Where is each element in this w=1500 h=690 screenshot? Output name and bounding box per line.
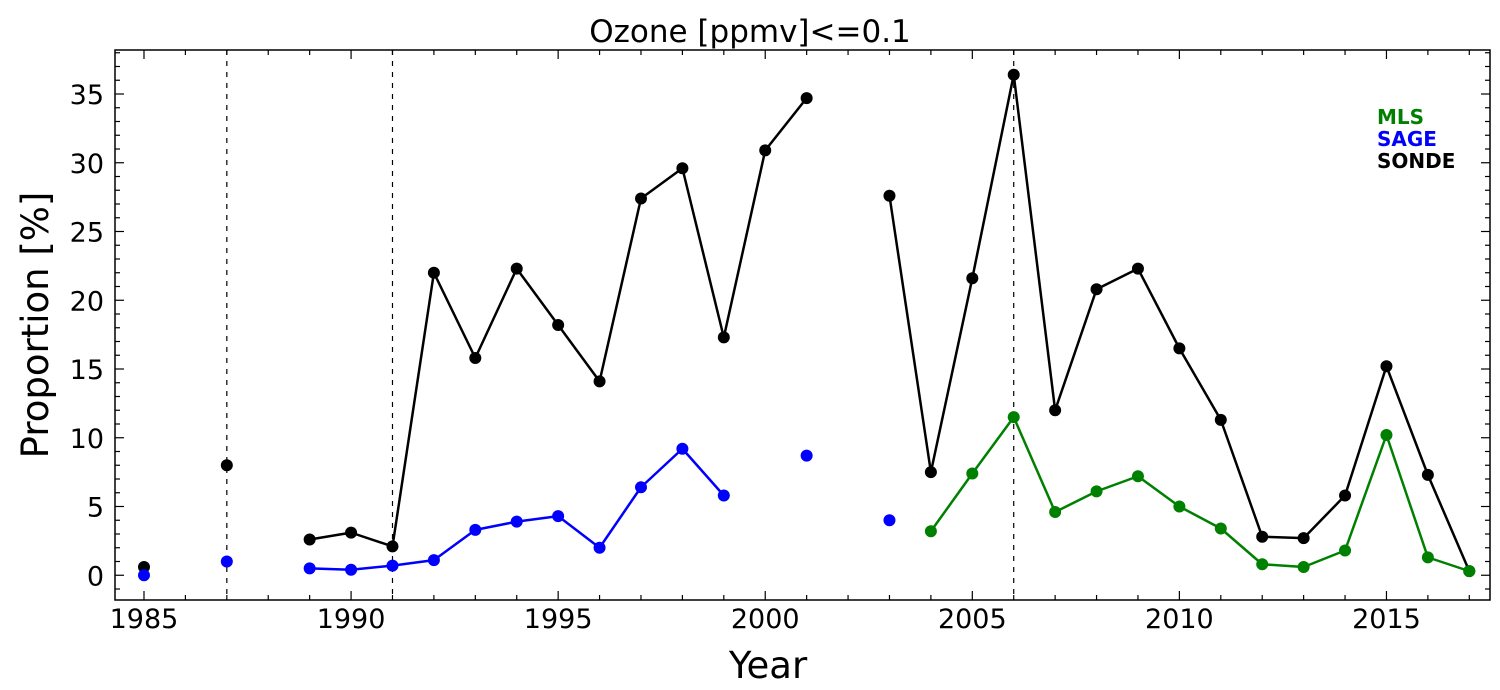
data-point-sonde: [883, 189, 896, 202]
data-point-sage: [883, 514, 896, 527]
x-tick-label: 2005: [938, 604, 1007, 635]
data-point-sonde: [1380, 360, 1393, 373]
data-point-mls: [1297, 561, 1310, 573]
data-point-sage: [634, 481, 647, 494]
data-point-sonde: [1214, 413, 1227, 426]
data-point-mls: [1256, 558, 1269, 571]
data-point-sonde: [303, 533, 316, 546]
data-point-sonde: [1007, 68, 1020, 81]
legend-entry-sonde: SONDE: [1377, 149, 1455, 173]
data-point-sonde: [552, 319, 565, 331]
data-point-sage: [137, 569, 150, 582]
legend-entry-mls: MLS: [1377, 105, 1424, 129]
data-point-mls: [1173, 500, 1186, 513]
x-tick-label: 2015: [1352, 604, 1421, 635]
data-point-sage: [469, 523, 482, 536]
data-point-sonde: [1173, 342, 1186, 355]
data-point-sonde: [800, 92, 813, 105]
series-line-sage: [309, 447, 725, 571]
x-tick-label: 1985: [110, 604, 179, 635]
plot-frame: [114, 49, 1491, 601]
legend-entry-sage: SAGE: [1377, 127, 1437, 151]
data-point-sage: [220, 555, 233, 568]
data-point-sonde: [469, 352, 482, 364]
data-point-sonde: [510, 262, 523, 275]
x-tick-label: 1995: [524, 604, 593, 635]
data-point-sonde: [427, 266, 440, 279]
data-point-sonde: [966, 272, 979, 285]
data-point-sonde: [924, 466, 937, 479]
data-point-mls: [1463, 565, 1476, 578]
data-point-sonde: [1131, 262, 1144, 275]
data-point-mls: [1090, 485, 1103, 498]
y-tick-label: 15: [70, 355, 104, 386]
data-point-sonde: [593, 375, 606, 388]
series-line-mls: [929, 415, 1470, 573]
data-point-sage: [800, 449, 813, 462]
x-axis-label: Year: [728, 644, 808, 687]
x-tick-label: 2010: [1145, 604, 1214, 635]
data-point-sonde: [676, 162, 689, 175]
data-point-sonde: [1090, 283, 1103, 296]
data-point-sonde: [1256, 530, 1269, 543]
data-point-sonde: [634, 192, 647, 205]
data-point-mls: [966, 467, 979, 480]
data-point-sonde: [1049, 404, 1062, 417]
data-point-sage: [303, 562, 316, 575]
data-point-mls: [1214, 522, 1227, 535]
data-point-sage: [593, 541, 606, 554]
data-point-sonde: [345, 526, 358, 539]
y-tick-label: 30: [70, 149, 104, 180]
data-point-sonde: [386, 540, 399, 553]
data-point-sage: [386, 559, 399, 572]
chart-title: Ozone [ppmv]<=0.1: [589, 14, 911, 50]
y-tick-label: 0: [87, 561, 104, 592]
data-point-mls: [1007, 411, 1020, 424]
y-tick-label: 10: [70, 424, 104, 455]
data-point-sonde: [759, 144, 772, 157]
data-point-sonde: [1297, 532, 1310, 545]
data-point-mls: [1131, 470, 1144, 483]
data-point-sage: [676, 442, 689, 455]
data-point-sage: [345, 563, 358, 576]
data-point-sonde: [1421, 468, 1434, 481]
data-point-mls: [1380, 429, 1393, 441]
y-tick-label: 35: [70, 80, 104, 111]
y-tick-label: 20: [70, 286, 104, 317]
y-tick-label: 25: [70, 218, 104, 249]
data-point-sage: [717, 489, 730, 502]
x-tick-label: 2000: [731, 604, 800, 635]
data-point-sage: [427, 554, 440, 567]
data-point-sonde: [717, 331, 730, 344]
data-point-mls: [1421, 551, 1434, 564]
data-point-sonde: [1339, 489, 1352, 502]
data-point-sage: [552, 510, 565, 523]
data-point-mls: [1049, 506, 1062, 518]
data-point-sonde: [137, 561, 150, 573]
data-point-mls: [924, 525, 937, 538]
data-point-mls: [1339, 544, 1352, 557]
y-axis-label: Proportion [%]: [14, 192, 57, 459]
data-point-sonde: [220, 459, 233, 472]
y-tick-label: 5: [87, 493, 104, 524]
data-point-sage: [510, 515, 523, 528]
x-tick-label: 1990: [317, 604, 386, 635]
